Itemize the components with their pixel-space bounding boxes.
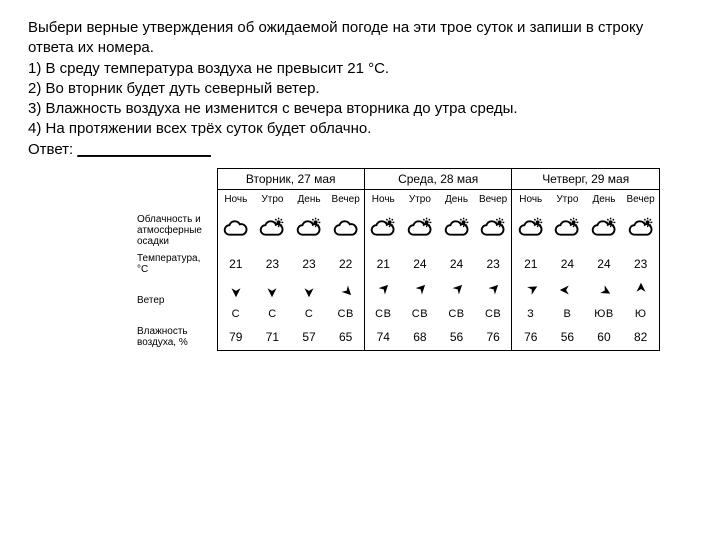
- cloud-icon: [364, 211, 401, 250]
- answer-line: Ответ: ________________: [28, 140, 692, 160]
- wind-dir-label: СВ: [475, 305, 512, 323]
- tod-label: Ночь: [364, 189, 401, 211]
- wind-arrow-icon: [512, 278, 549, 305]
- temp-value: 24: [438, 250, 475, 278]
- cloud-icon: [549, 211, 586, 250]
- row-label-humidity: Влажность воздуха, %: [135, 323, 217, 351]
- cloud-icon: [254, 211, 291, 250]
- row-label-wind: Ветер: [135, 278, 217, 323]
- wind-dir-label: ЮВ: [586, 305, 623, 323]
- cloud-icon: [291, 211, 328, 250]
- humidity-value: 60: [586, 323, 623, 351]
- answer-blank: ________________: [77, 141, 210, 158]
- humidity-value: 82: [622, 323, 659, 351]
- wind-arrow-icon: [438, 278, 475, 305]
- cloud-icon: [512, 211, 549, 250]
- tod-label: Вечер: [475, 189, 512, 211]
- temp-value: 23: [254, 250, 291, 278]
- cloud-icon: [402, 211, 439, 250]
- wind-arrow-icon: [549, 278, 586, 305]
- statement-2: 2) Во вторник будет дуть северный ветер.: [28, 79, 692, 99]
- wind-arrow-icon: [364, 278, 401, 305]
- temp-value: 24: [586, 250, 623, 278]
- wind-dir-label: СВ: [438, 305, 475, 323]
- question-block: Выбери верные утверждения об ожидаемой п…: [0, 0, 720, 168]
- day-header-2: Четверг, 29 мая: [512, 168, 660, 189]
- humidity-value: 76: [475, 323, 512, 351]
- tod-label: Ночь: [217, 189, 254, 211]
- statement-3: 3) Влажность воздуха не изменится с вече…: [28, 99, 692, 119]
- cloud-icon: [475, 211, 512, 250]
- cloud-icon: [622, 211, 659, 250]
- cloud-icon: [438, 211, 475, 250]
- tod-label: Утро: [549, 189, 586, 211]
- tod-label: День: [291, 189, 328, 211]
- cloud-icon: [217, 211, 254, 250]
- wind-dir-label: Ю: [622, 305, 659, 323]
- tod-label: День: [438, 189, 475, 211]
- wind-arrow-icon: [475, 278, 512, 305]
- temp-value: 21: [364, 250, 401, 278]
- humidity-value: 65: [327, 323, 364, 351]
- wind-arrow-icon: [586, 278, 623, 305]
- row-label-temp: Температура, °С: [135, 250, 217, 278]
- day-header-1: Среда, 28 мая: [364, 168, 511, 189]
- temp-value: 24: [549, 250, 586, 278]
- wind-dir-label: С: [291, 305, 328, 323]
- wind-dir-label: СВ: [364, 305, 401, 323]
- humidity-value: 68: [402, 323, 439, 351]
- statement-1: 1) В среду температура воздуха не превыс…: [28, 59, 692, 79]
- wind-dir-label: З: [512, 305, 549, 323]
- temp-value: 22: [327, 250, 364, 278]
- humidity-value: 56: [549, 323, 586, 351]
- wind-arrow-icon: [402, 278, 439, 305]
- temp-value: 21: [217, 250, 254, 278]
- day-header-0: Вторник, 27 мая: [217, 168, 364, 189]
- tod-label: Вечер: [327, 189, 364, 211]
- wind-arrow-icon: [291, 278, 328, 305]
- temp-value: 21: [512, 250, 549, 278]
- forecast-table-wrap: Вторник, 27 мая Среда, 28 мая Четверг, 2…: [135, 168, 660, 352]
- wind-dir-label: СВ: [327, 305, 364, 323]
- tod-label: Ночь: [512, 189, 549, 211]
- tod-label: День: [586, 189, 623, 211]
- wind-dir-label: С: [217, 305, 254, 323]
- humidity-value: 79: [217, 323, 254, 351]
- answer-label: Ответ:: [28, 141, 73, 158]
- humidity-value: 71: [254, 323, 291, 351]
- cloud-icon: [327, 211, 364, 250]
- cloud-icon: [586, 211, 623, 250]
- wind-dir-label: В: [549, 305, 586, 323]
- tod-label: Утро: [254, 189, 291, 211]
- wind-arrow-icon: [327, 278, 364, 305]
- humidity-value: 74: [364, 323, 401, 351]
- statement-4: 4) На протяжении всех трёх суток будет о…: [28, 119, 692, 139]
- wind-dir-label: С: [254, 305, 291, 323]
- forecast-table: Вторник, 27 мая Среда, 28 мая Четверг, 2…: [135, 168, 660, 352]
- humidity-value: 76: [512, 323, 549, 351]
- tod-label: Вечер: [622, 189, 659, 211]
- tod-label: Утро: [402, 189, 439, 211]
- temp-value: 23: [291, 250, 328, 278]
- temp-value: 23: [475, 250, 512, 278]
- wind-arrow-icon: [254, 278, 291, 305]
- temp-value: 23: [622, 250, 659, 278]
- wind-arrow-icon: [622, 278, 659, 305]
- question-intro: Выбери верные утверждения об ожидаемой п…: [28, 18, 692, 59]
- humidity-value: 57: [291, 323, 328, 351]
- humidity-value: 56: [438, 323, 475, 351]
- wind-dir-label: СВ: [402, 305, 439, 323]
- wind-arrow-icon: [217, 278, 254, 305]
- row-label-cloud: Облачность и атмосферные осадки: [135, 211, 217, 250]
- temp-value: 24: [402, 250, 439, 278]
